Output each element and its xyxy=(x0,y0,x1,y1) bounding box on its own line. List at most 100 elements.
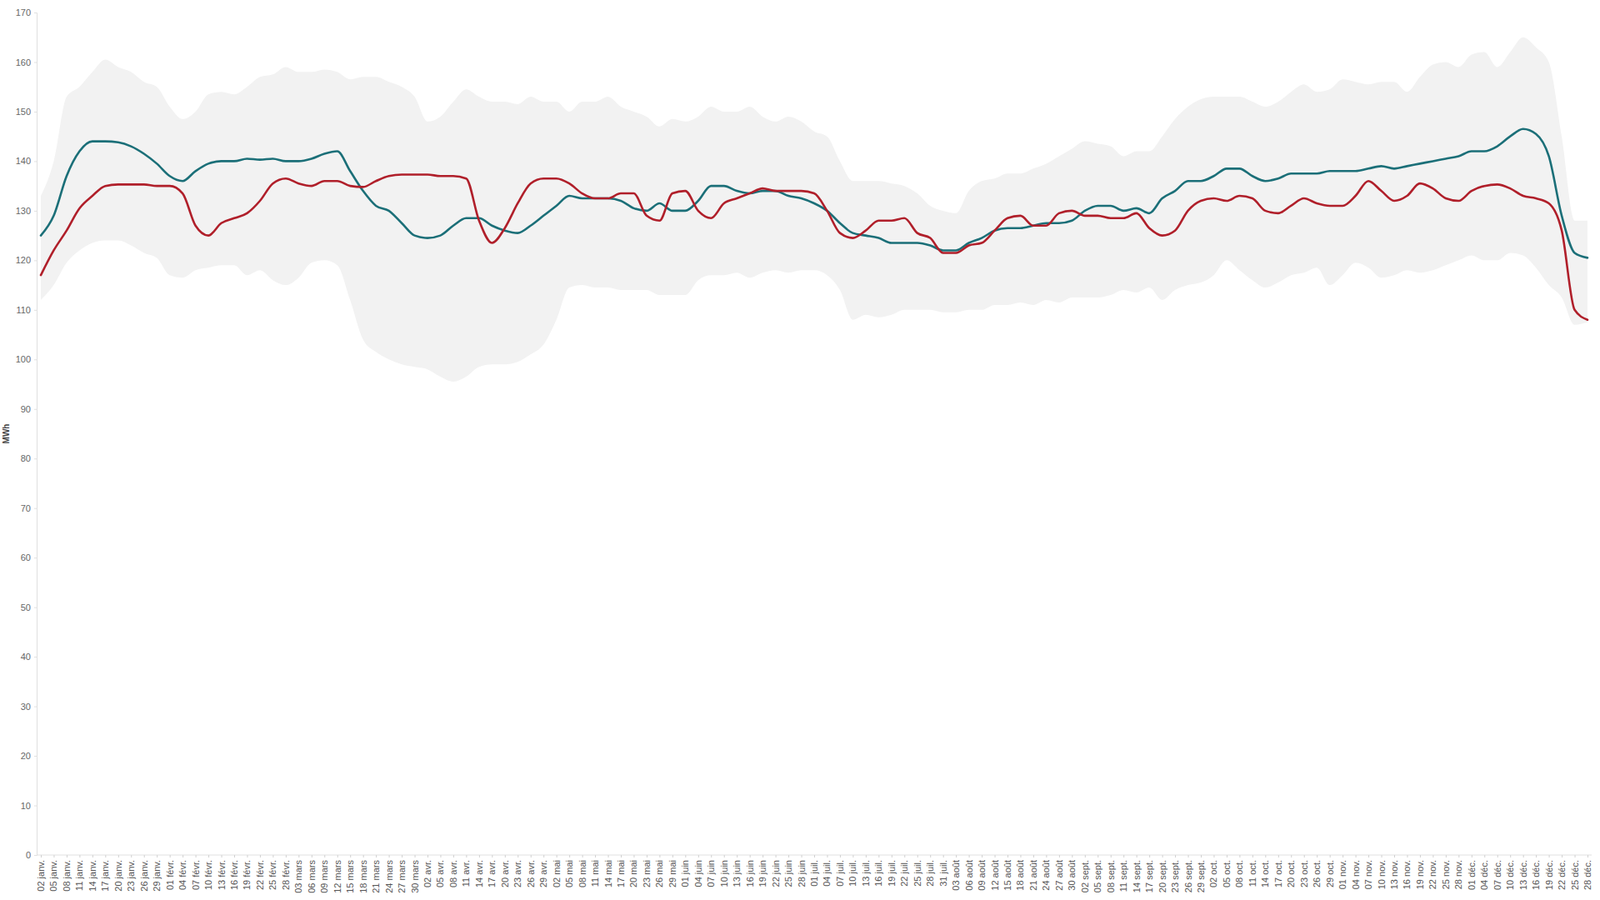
x-tick: 26 avr. xyxy=(525,855,536,888)
x-tick-label: 05 mai xyxy=(564,860,575,888)
range-band xyxy=(40,37,1588,382)
series-line xyxy=(40,174,1588,320)
x-tick-label: 29 janv. xyxy=(151,860,162,892)
x-tick: 12 août xyxy=(990,855,1000,891)
x-tick-label: 26 janv. xyxy=(139,860,150,892)
y-tick: 10 xyxy=(20,800,37,811)
x-tick: 14 oct. xyxy=(1260,855,1270,888)
x-tick-mark xyxy=(1523,855,1525,858)
y-tick-label: 20 xyxy=(20,750,31,761)
x-tick-mark xyxy=(182,855,184,858)
x-tick-mark xyxy=(324,855,325,858)
x-tick: 29 janv. xyxy=(151,855,162,892)
x-tick-label: 25 juin xyxy=(783,860,794,887)
x-tick-label: 16 juin xyxy=(745,860,755,887)
x-tick: 17 avr. xyxy=(486,855,497,888)
x-tick-label: 11 mai xyxy=(590,860,600,887)
x-tick-mark xyxy=(389,855,390,858)
x-tick: 19 nov. xyxy=(1415,855,1425,890)
x-tick: 25 févr. xyxy=(267,855,278,890)
x-tick-label: 15 mars xyxy=(345,860,355,894)
x-tick-mark xyxy=(1445,855,1447,858)
x-tick-mark xyxy=(311,855,313,858)
x-tick-mark xyxy=(608,855,610,858)
x-tick-mark xyxy=(1020,855,1021,858)
x-tick: 06 mars xyxy=(306,855,317,894)
x-tick-label: 23 janv. xyxy=(125,860,136,892)
x-tick: 17 mai xyxy=(615,855,626,888)
x-tick-mark xyxy=(930,855,931,858)
x-tick-label: 29 sept. xyxy=(1195,860,1206,893)
x-tick-label: 28 févr. xyxy=(280,860,291,890)
y-tick-mark xyxy=(34,755,37,757)
y-tick-label: 120 xyxy=(15,255,31,265)
y-tick-mark xyxy=(34,607,37,609)
x-tick-label: 25 déc. xyxy=(1570,860,1580,890)
x-tick-label: 07 févr. xyxy=(190,860,201,890)
x-tick: 13 nov. xyxy=(1389,855,1400,890)
x-tick-mark xyxy=(415,855,416,858)
x-tick: 19 juin xyxy=(757,855,768,887)
x-tick-label: 12 août xyxy=(990,860,1000,891)
x-tick: 18 août xyxy=(1015,855,1025,891)
y-axis-title: MWh xyxy=(1,424,11,445)
x-tick: 19 juil. xyxy=(886,855,897,887)
chart: 0102030405060708090100110120130140150160… xyxy=(0,0,1600,900)
x-tick-mark xyxy=(1045,855,1047,858)
x-tick: 09 mars xyxy=(319,855,330,894)
x-tick: 22 nov. xyxy=(1427,855,1438,890)
x-tick: 13 déc. xyxy=(1518,855,1529,890)
x-tick: 14 avr. xyxy=(474,855,485,888)
x-tick-mark xyxy=(130,855,132,858)
x-tick-label: 22 nov. xyxy=(1427,860,1438,890)
y-tick-label: 0 xyxy=(25,850,31,860)
x-tick-mark xyxy=(66,855,68,858)
x-tick-label: 16 févr. xyxy=(229,860,240,890)
x-tick: 21 mars xyxy=(370,855,381,894)
x-tick-mark xyxy=(1355,855,1357,858)
x-tick-mark xyxy=(995,855,996,858)
x-tick: 01 nov. xyxy=(1337,855,1348,890)
x-tick-mark xyxy=(865,855,867,858)
y-tick-mark xyxy=(34,557,37,559)
x-tick-label: 05 sept. xyxy=(1092,860,1103,893)
x-tick-label: 26 mai xyxy=(654,860,665,888)
x-tick-label: 27 août xyxy=(1054,860,1065,891)
x-tick-label: 19 nov. xyxy=(1415,860,1425,890)
x-tick: 04 déc. xyxy=(1479,855,1490,890)
x-tick-mark xyxy=(659,855,660,858)
x-tick-label: 30 mars xyxy=(410,860,420,894)
x-tick-label: 13 juil. xyxy=(860,860,871,887)
x-tick-mark xyxy=(1059,855,1060,858)
x-tick-mark xyxy=(1575,855,1576,858)
x-tick: 07 juin xyxy=(705,855,716,887)
x-tick: 28 déc. xyxy=(1582,855,1593,890)
x-tick: 05 mai xyxy=(564,855,575,888)
x-tick: 01 juil. xyxy=(809,855,820,887)
x-tick-mark xyxy=(814,855,815,858)
x-tick-mark xyxy=(465,855,467,858)
x-tick: 13 juil. xyxy=(860,855,871,887)
x-tick-label: 27 mars xyxy=(396,860,407,894)
x-tick-mark xyxy=(1213,855,1215,858)
x-tick: 10 nov. xyxy=(1376,855,1387,890)
x-tick: 22 juil. xyxy=(899,855,910,887)
x-tick-mark xyxy=(105,855,106,858)
x-tick: 19 févr. xyxy=(241,855,252,890)
x-tick-label: 19 févr. xyxy=(241,860,252,890)
y-tick-mark xyxy=(34,706,37,708)
y-tick: 50 xyxy=(20,602,37,613)
x-tick-label: 26 oct. xyxy=(1311,860,1322,888)
x-tick-mark xyxy=(285,855,287,858)
x-tick: 26 oct. xyxy=(1311,855,1322,888)
x-tick: 05 janv. xyxy=(48,855,59,892)
y-tick-label: 130 xyxy=(15,205,31,216)
x-tick-label: 29 oct. xyxy=(1325,860,1335,888)
x-tick-mark xyxy=(1278,855,1280,858)
x-tick-label: 09 août xyxy=(976,860,987,891)
x-tick-mark xyxy=(556,855,558,858)
x-tick: 12 mars xyxy=(332,855,343,894)
x-tick-label: 04 nov. xyxy=(1350,860,1361,890)
x-tick: 16 juil. xyxy=(873,855,884,887)
x-tick-label: 01 févr. xyxy=(165,860,175,890)
